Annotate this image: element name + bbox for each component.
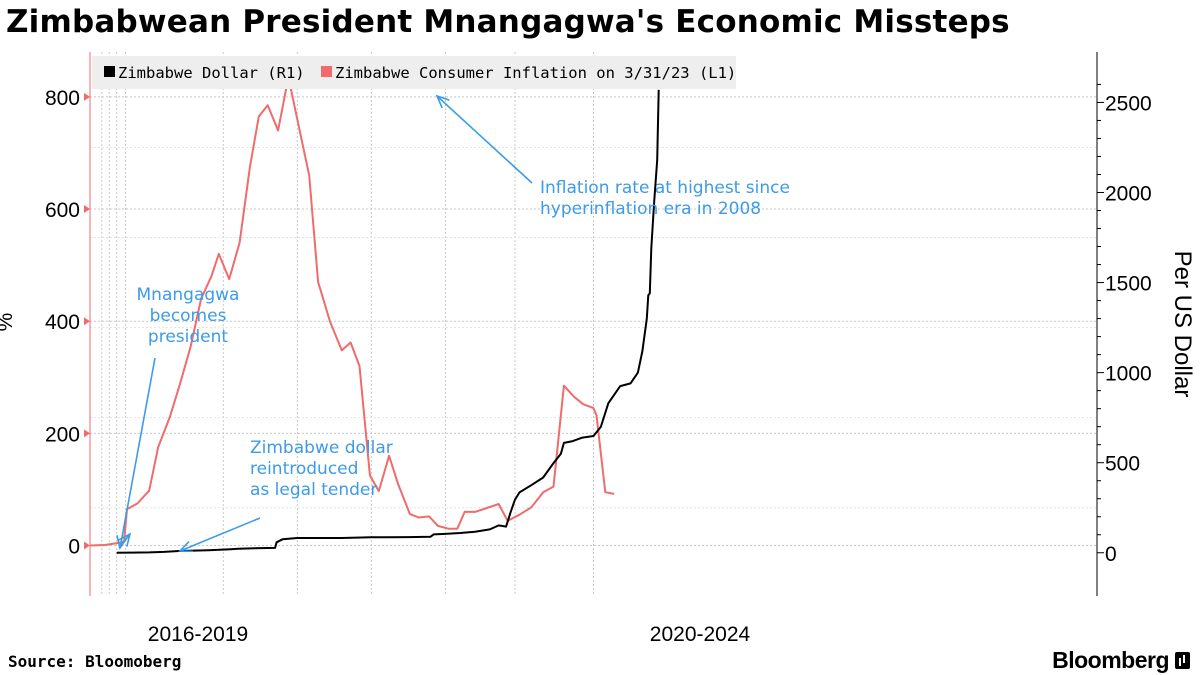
legend-swatch-dollar <box>104 66 115 77</box>
zimbabwe-dollar-line <box>116 89 660 554</box>
annotation-dollar: Zimbabwe dollar reintroduced as legal tend… <box>250 438 393 500</box>
left-tick-marker <box>84 205 90 214</box>
annotation-line: Inflation rate at highest since <box>540 178 790 198</box>
annotation-inflation-arrow-head <box>435 94 450 109</box>
annotation-line: Zimbabwe dollar <box>250 438 393 458</box>
x-category-label: 2020-2024 <box>650 623 751 646</box>
chart-title: Zimbabwean President Mnangagwa's Economi… <box>6 4 1010 40</box>
brand-logo: Bloomberg <box>1052 647 1190 674</box>
left-tick-marker <box>84 541 90 550</box>
series-layer <box>89 76 660 554</box>
right-tick-label: 2500 <box>1105 92 1152 115</box>
source-note: Source: Bloomoberg <box>8 652 182 671</box>
right-tick-label: 1500 <box>1105 273 1152 296</box>
annotation-line: hyperinflation era in 2008 <box>540 199 761 219</box>
left-tick-marker <box>84 429 90 438</box>
annotation-inflation-arrow <box>436 95 533 184</box>
legend-label-inflation: Zimbabwe Consumer Inflation on 3/31/23 (… <box>335 64 736 82</box>
annotation-president: Mnangagwa becomes president <box>137 285 240 347</box>
left-tick-marker <box>84 317 90 326</box>
annotation-president-arrow2-head <box>118 532 132 547</box>
annotation-president-arrow2 <box>118 533 131 549</box>
right-tick-label: 500 <box>1105 453 1140 476</box>
annotation-line: as legal tender <box>250 480 377 500</box>
legend-box <box>92 56 736 89</box>
annotation-dollar-arrow-head <box>178 541 194 553</box>
annotation-president-arrow <box>119 357 156 549</box>
left-tick-label: 600 <box>45 199 80 222</box>
left-tick-label: 0 <box>68 536 80 559</box>
x-category-label: 2016-2019 <box>148 623 248 646</box>
annotation-dollar-arrow <box>179 517 261 552</box>
left-axis-title: % <box>0 313 17 332</box>
annotation-line: becomes <box>150 306 227 326</box>
inflation-line <box>89 76 615 547</box>
annotation-line: president <box>148 327 228 347</box>
brand-name: Bloomberg <box>1052 647 1169 673</box>
annotation-line: Mnangagwa <box>137 285 240 305</box>
left-tick-label: 800 <box>45 87 80 110</box>
legend-swatch-inflation <box>321 66 332 77</box>
right-tick-label: 2000 <box>1105 183 1152 206</box>
legend: Zimbabwe Dollar (R1) Zimbabwe Consumer In… <box>92 56 736 89</box>
axes: 0 200 400 600 800% 0 500 1000 1500 2000 2500 Per US… <box>0 52 1196 646</box>
grid <box>90 52 1097 596</box>
right-tick-label: 1000 <box>1105 363 1152 386</box>
right-tick-label: 0 <box>1105 543 1117 566</box>
annotations-layer: Mnangagwa becomes president Zimbabwe dollar… <box>116 94 790 553</box>
annotation-inflation-peak: Inflation rate at highest since hyperinfl… <box>540 178 790 219</box>
legend-label-dollar: Zimbabwe Dollar (R1) <box>118 64 305 82</box>
terminal-icon <box>1175 652 1190 669</box>
left-tick-marker <box>84 92 90 101</box>
left-tick-label: 200 <box>45 423 80 446</box>
left-tick-label: 400 <box>45 311 80 334</box>
right-axis-title: Per US Dollar <box>1169 251 1196 398</box>
annotation-line: reintroduced <box>250 459 358 479</box>
